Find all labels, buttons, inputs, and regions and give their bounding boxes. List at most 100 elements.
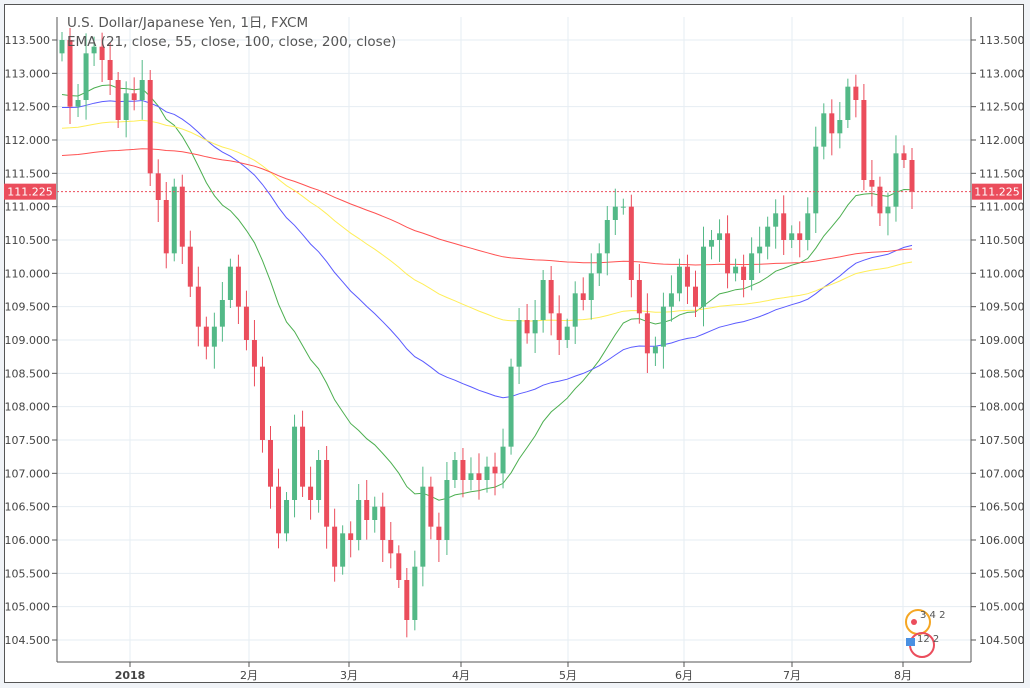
candle-down	[67, 40, 73, 107]
candle-down	[436, 526, 442, 540]
logo: 3 4 2 12 2	[905, 609, 945, 658]
candle-up	[845, 86, 851, 120]
candle-down	[644, 313, 650, 354]
candle-up	[484, 466, 490, 480]
y-tick-label-right: 104.500	[979, 634, 1025, 647]
y-tick-label-right: 112.500	[979, 101, 1025, 114]
y-tick-label-right: 111.500	[979, 167, 1025, 180]
y-tick-label-right: 109.000	[979, 334, 1025, 347]
y-tick-label-right: 108.000	[979, 401, 1025, 414]
candle-up	[468, 473, 474, 480]
candle-down	[692, 286, 698, 307]
candle-up	[227, 266, 233, 300]
candle-up	[604, 220, 610, 254]
svg-text:12 2: 12 2	[917, 634, 939, 645]
candle-up	[292, 426, 298, 500]
candle-down	[380, 506, 386, 540]
candle-up	[893, 153, 899, 207]
x-axis: 2018 2月 3月 4月 5月 6月 7月 8月	[115, 662, 912, 682]
y-tick-label-left: 105.000	[5, 601, 51, 614]
candle-up	[805, 213, 811, 240]
candle-down	[556, 313, 562, 340]
candle-down	[251, 340, 257, 367]
candle-down	[99, 46, 105, 60]
candle-up	[773, 213, 779, 227]
candle-up	[765, 226, 771, 247]
y-tick-label-left: 108.500	[5, 367, 51, 380]
candle-up	[219, 300, 225, 327]
candle-up	[564, 326, 570, 340]
candle-down	[396, 553, 402, 580]
candle-down	[147, 80, 153, 174]
candle-down	[155, 173, 161, 200]
candle-down	[628, 206, 634, 280]
candle-up	[340, 533, 346, 567]
y-axis: 104.500 104.500 105.000 105.000 105.500 105.5…	[5, 34, 1025, 647]
candle-down	[909, 160, 915, 192]
candle-down	[869, 180, 875, 187]
y-tick-label-left: 108.000	[5, 401, 51, 414]
x-tick-label: 8月	[894, 669, 912, 682]
candles	[59, 28, 915, 638]
candle-up	[123, 93, 129, 120]
y-tick-label-right: 106.000	[979, 534, 1025, 547]
candle-up	[709, 240, 715, 247]
candle-up	[813, 146, 819, 214]
candle-up	[572, 293, 578, 327]
candle-up	[500, 446, 506, 474]
candle-up	[83, 53, 89, 100]
y-tick-label-left: 109.500	[5, 301, 51, 314]
candle-up	[837, 120, 843, 134]
candle-down	[107, 60, 113, 80]
candle-down	[460, 460, 466, 480]
candle-up	[284, 500, 290, 534]
y-tick-label-left: 106.500	[5, 501, 51, 514]
x-tick-label: 3月	[340, 669, 358, 682]
y-tick-label-left: 107.500	[5, 434, 51, 447]
candle-down	[259, 366, 265, 440]
candle-down	[492, 466, 498, 474]
candle-down	[684, 266, 690, 287]
candle-up	[532, 320, 538, 334]
candle-down	[179, 186, 185, 247]
candle-up	[652, 346, 658, 354]
y-tick-label-right: 109.500	[979, 301, 1025, 314]
y-tick-label-right: 112.000	[979, 134, 1025, 147]
chart-window	[4, 4, 1024, 683]
x-tick-label: 4月	[452, 669, 470, 682]
candle-down	[163, 200, 169, 254]
candle-down	[187, 246, 193, 287]
candle-down	[300, 426, 306, 487]
candle-up	[516, 320, 522, 367]
candle-up	[612, 206, 618, 220]
candle-down	[476, 473, 482, 480]
candle-up	[789, 233, 795, 240]
ema-100-line	[61, 119, 913, 322]
y-tick-label-left: 112.500	[5, 101, 51, 114]
y-tick-label-left: 113.000	[5, 67, 51, 80]
grid	[57, 17, 971, 662]
candle-up	[757, 246, 763, 254]
candle-down	[404, 580, 410, 620]
ema-21-line	[61, 84, 913, 501]
y-tick-label-right: 113.000	[979, 67, 1025, 80]
candle-up	[821, 113, 827, 147]
y-tick-label-right: 107.000	[979, 467, 1025, 480]
ema-55-line	[62, 99, 913, 399]
candle-down	[901, 153, 907, 160]
candle-down	[131, 93, 137, 100]
last-price-marker: 111.225 111.225	[4, 183, 1022, 200]
candle-up	[588, 273, 594, 300]
candle-down	[203, 326, 209, 347]
last-price-label-right: 111.225	[974, 186, 1020, 199]
candle-up	[75, 100, 81, 107]
candle-down	[308, 486, 314, 500]
candle-up	[668, 293, 674, 307]
candle-up	[508, 366, 514, 447]
ema-lines	[61, 84, 913, 501]
candle-down	[853, 86, 859, 100]
y-tick-label-right: 110.000	[979, 267, 1025, 280]
y-tick-label-right: 107.500	[979, 434, 1025, 447]
last-price-badge-left	[4, 183, 56, 200]
